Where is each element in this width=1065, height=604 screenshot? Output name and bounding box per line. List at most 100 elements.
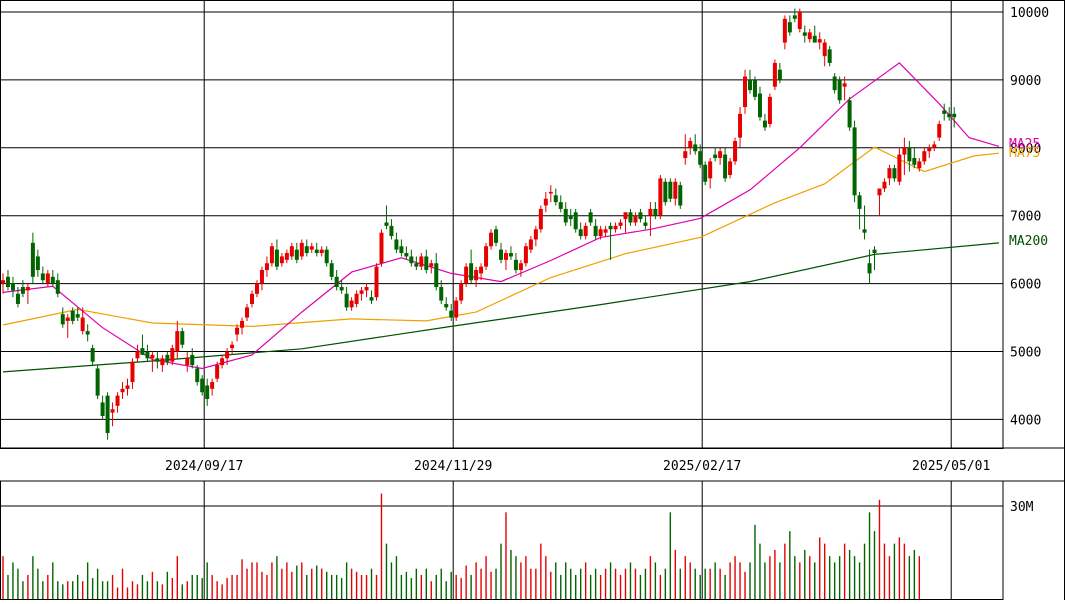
candle-body [309,246,314,250]
candle-body [563,208,568,223]
candle-body [728,161,733,175]
candle-body [359,290,364,294]
candle-body [922,151,927,162]
candle-body [284,253,289,260]
candle-body [339,286,344,291]
candle-body [334,276,339,287]
candle-body [90,348,95,362]
candle-body [533,229,538,240]
candle-body [210,382,215,389]
candle-body [608,225,613,230]
candle-body [638,212,643,220]
candle-body [578,229,583,237]
candle-body [190,354,195,366]
candle-body [573,212,578,230]
candle-body [394,239,399,250]
candle-body [762,120,767,128]
volume-y-tick-label: 30M [1010,500,1034,515]
candle-body [812,35,817,43]
candle-body [429,263,434,267]
ma200-label: MA200 [1009,234,1048,249]
candle-body [374,266,379,298]
ma75-label: MA75 [1009,146,1040,161]
candle-body [513,259,518,271]
candle-body [867,263,872,274]
candle-body [379,232,384,264]
candle-body [802,32,807,36]
candle-body [787,22,792,33]
candle-body [230,344,235,349]
candle-body [553,195,558,203]
candle-body [5,276,10,287]
candle-body [708,161,713,179]
candle-body [409,256,414,264]
candle-body [125,385,130,389]
candle-body [538,208,543,230]
candle-body [364,286,369,291]
candle-body [937,124,942,138]
candle-body [10,283,15,291]
candle-body [35,256,40,271]
candle-body [40,273,45,281]
candle-body [852,127,857,196]
candle-body [120,388,125,393]
candle-body [289,246,294,257]
ma200-line [2,242,1000,373]
candle-body [628,212,633,223]
candle-body [912,157,917,165]
candle-body [618,222,623,226]
candle-body [568,215,573,220]
candle-body [80,317,85,332]
candle-body [797,12,802,29]
candle-body [528,239,533,250]
candle-body [205,385,210,400]
candle-body [494,229,499,243]
candle-body [479,266,484,274]
candle-body [733,141,738,162]
candle-body [259,270,264,284]
candle-body [598,229,603,237]
candle-body [324,249,329,264]
candle-body [877,188,882,196]
candle-body [942,110,947,114]
candle-body [603,229,608,233]
candle-body [55,280,60,294]
candle-body [15,293,20,304]
ma25-line [2,62,1000,370]
candle-body [354,293,359,304]
candle-body [782,18,787,43]
price-y-tick-label: 7000 [1010,210,1041,225]
candle-body [683,151,688,158]
candle-body [658,178,663,216]
candle-body [45,273,50,284]
candle-body [130,361,135,383]
candle-body [772,62,777,87]
price-panel [0,0,1003,448]
candle-body [140,348,145,355]
candle-body [110,409,115,413]
candle-body [165,354,170,362]
candle-body [299,242,304,257]
candle-body [75,314,80,318]
candle-body [872,249,877,254]
candle-body [349,300,354,308]
candle-body [469,263,474,281]
candle-body [175,331,180,352]
candle-body [548,191,553,194]
candle-body [95,368,100,396]
candle-body [882,181,887,189]
candle-body [185,358,190,366]
candle-body [474,270,479,281]
candle-body [723,154,728,179]
candle-body [588,212,593,223]
candle-body [304,246,309,254]
candle-body [857,195,862,209]
candle-body [743,76,748,108]
candle-body [235,327,240,335]
candle-body [663,181,668,203]
candle-body [220,358,225,366]
candle-body [279,256,284,264]
candle-body [264,263,269,271]
candle-body [792,15,797,19]
candle-body [245,307,250,318]
